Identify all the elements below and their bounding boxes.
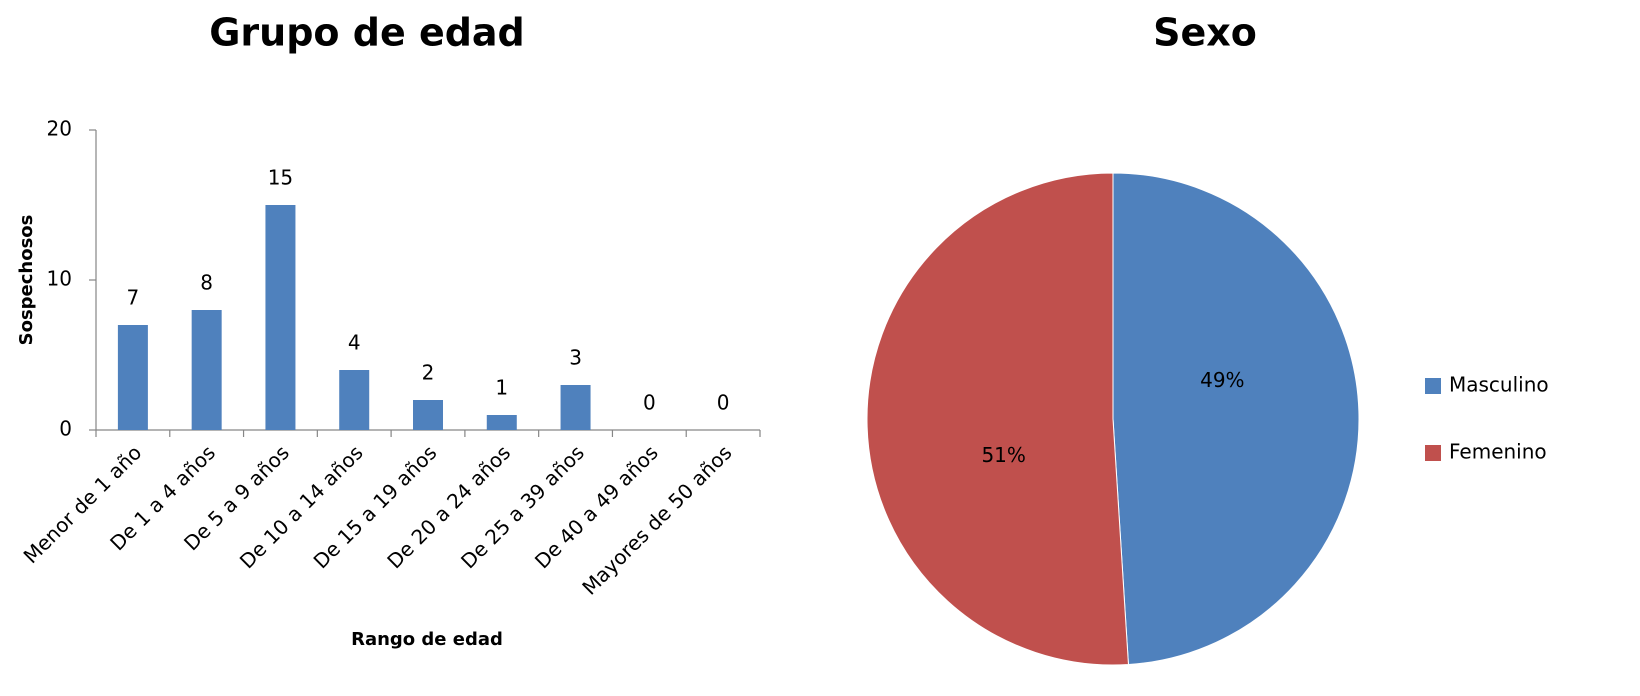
y-tick-label: 10 [47,267,72,291]
data-label: 0 [717,391,730,415]
data-label: 51% [981,443,1025,467]
x-tick-label: Mayores de 50 años [577,440,736,599]
data-label: 0 [643,391,656,415]
x-axis-title: Rango de edad [351,629,503,650]
legend-swatch [1425,445,1441,461]
legend-label: Masculino [1449,373,1549,397]
legend-label: Femenino [1449,440,1547,464]
x-tick-label: De 15 a 19 años [309,440,442,573]
legend-swatch [1425,378,1441,394]
data-label: 4 [348,331,361,355]
x-tick-label: De 40 a 49 años [530,440,663,573]
bar [191,310,222,430]
y-axis-title: Sospechosos [16,215,37,346]
pie-slice [866,172,1129,666]
bar [117,325,148,430]
chart-title: Sexo [1153,11,1257,55]
bar [486,415,517,430]
data-label: 1 [495,376,508,400]
pie-slice [1112,172,1360,666]
x-tick-label: De 10 a 14 años [235,440,368,573]
bar [265,205,296,430]
data-label: 7 [127,286,140,310]
data-label: 3 [569,346,582,370]
y-tick-label: 20 [47,117,72,141]
data-label: 49% [1200,368,1244,392]
data-label: 2 [422,361,435,385]
chart-title: Grupo de edad [209,11,525,55]
y-tick-label: 0 [59,417,72,441]
x-tick-label: De 20 a 24 años [382,440,515,573]
data-label: 8 [200,271,213,295]
bar [413,400,443,430]
bar [339,370,370,430]
x-tick-label: De 25 a 39 años [456,440,589,573]
data-label: 15 [268,166,293,190]
bar [560,385,591,430]
